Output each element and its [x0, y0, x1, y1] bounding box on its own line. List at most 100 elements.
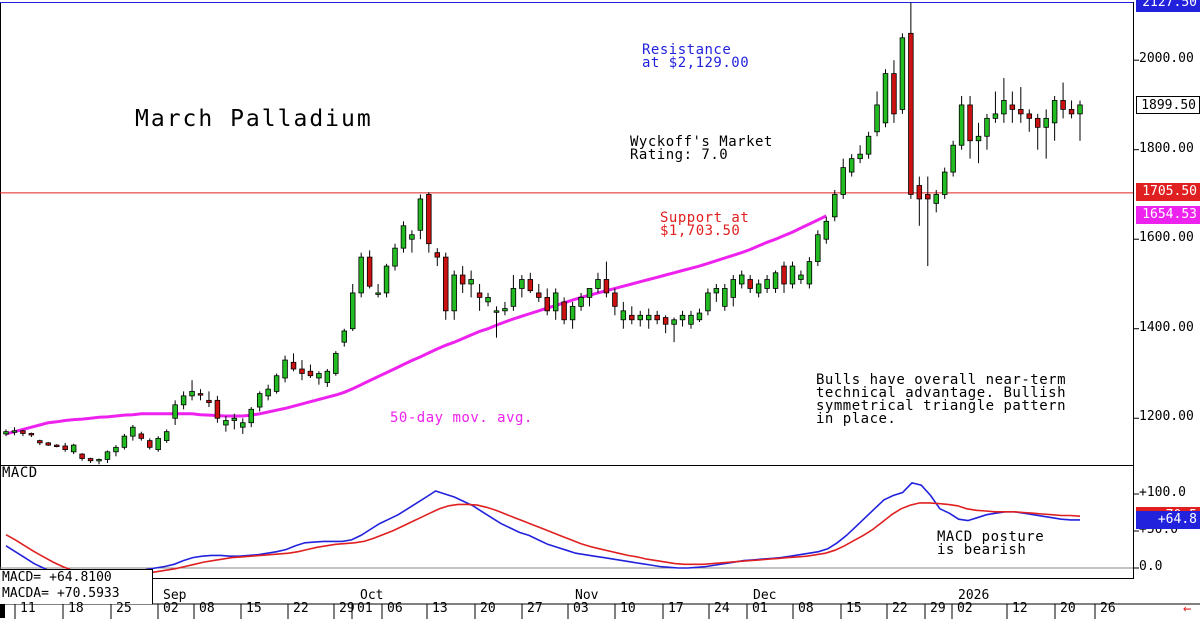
candle-body — [358, 256, 364, 294]
candle-body — [197, 393, 204, 396]
macd-panel-frame — [0, 465, 1134, 579]
candle-body — [941, 171, 948, 195]
price-tag: 1705.50 — [1136, 182, 1200, 201]
candle-body — [138, 433, 145, 439]
candle-body — [527, 279, 534, 292]
candle-body — [772, 272, 779, 289]
candle-body — [696, 312, 703, 321]
candle-body — [730, 279, 737, 298]
candle-body — [586, 288, 593, 298]
candle-body — [781, 265, 787, 285]
candle-body — [1026, 113, 1032, 119]
candle-body — [662, 317, 669, 325]
scroll-right-arrow-icon[interactable]: ← — [1183, 601, 1192, 617]
candle-body — [840, 167, 846, 195]
date-label: 01 — [357, 601, 373, 616]
price-tick-label: 1200.00 — [1139, 409, 1194, 425]
candle-body — [265, 388, 271, 397]
date-label: 06 — [387, 601, 403, 616]
date-label: 11 — [20, 601, 36, 616]
date-label: 01 — [752, 601, 768, 616]
price-tag: 2127.50 — [1136, 0, 1200, 13]
macd-readout-value: +64.8100 — [49, 570, 112, 585]
macda-readout-value: +70.5933 — [56, 586, 120, 601]
candle-body — [908, 32, 914, 195]
macd-tick-label: +100.0 — [1139, 485, 1186, 500]
date-label: 29 — [930, 601, 946, 616]
candle-body — [789, 265, 796, 285]
date-label: 03 — [573, 601, 589, 616]
candle-body — [349, 292, 356, 330]
candle-body — [891, 73, 897, 115]
candle-body — [569, 305, 576, 321]
candle-body — [316, 373, 322, 379]
date-label: 25 — [116, 601, 132, 616]
candle-body — [1077, 104, 1083, 115]
candle-body — [223, 420, 229, 426]
candle-body — [45, 442, 52, 446]
candle-body — [967, 104, 973, 142]
date-label: 08 — [199, 601, 215, 616]
price-tick-label: 2000.00 — [1139, 51, 1194, 67]
date-label: 02 — [957, 601, 973, 616]
candle-body — [172, 404, 178, 419]
candle-body — [206, 399, 212, 403]
date-label: 08 — [798, 601, 814, 616]
candle-body — [493, 310, 500, 313]
date-label: 02 — [163, 601, 179, 616]
macd-readout-label: MACD= — [2, 570, 42, 585]
candle-body — [240, 422, 246, 428]
date-label: 17 — [668, 601, 684, 616]
candle-body — [755, 283, 762, 294]
candle-body — [324, 370, 331, 383]
candle-body — [654, 314, 660, 321]
candle-body — [214, 399, 221, 419]
candle-body — [671, 319, 677, 325]
candle-body — [417, 198, 424, 231]
candle-body — [62, 445, 68, 450]
date-label: 29 — [339, 601, 355, 616]
candle-body — [20, 430, 26, 434]
candle-body — [933, 194, 939, 204]
candle-body — [722, 288, 728, 307]
candle-body — [299, 368, 305, 374]
candle-body — [1051, 100, 1058, 124]
candle-body — [273, 375, 280, 392]
candle-body — [451, 274, 457, 312]
candle-body — [916, 185, 923, 200]
candle-body — [502, 308, 508, 312]
candle-body — [231, 417, 238, 421]
candle-body — [705, 292, 711, 312]
candle-body — [950, 144, 956, 173]
candle-body — [865, 135, 872, 155]
candle-body — [11, 430, 18, 433]
candle-body — [620, 310, 627, 321]
candle-body — [147, 440, 153, 448]
candle-body — [561, 301, 567, 321]
candle-body — [747, 279, 753, 289]
month-label: 2026 — [958, 588, 990, 603]
candle-body — [485, 296, 491, 303]
candle-body — [392, 247, 398, 267]
date-label: 20 — [480, 601, 496, 616]
candle-body — [121, 435, 128, 448]
month-label: Dec — [753, 588, 777, 603]
candle-body — [874, 104, 880, 133]
price-tick-label: 1400.00 — [1139, 319, 1194, 335]
candle-body — [443, 256, 449, 312]
candle-body — [882, 73, 889, 124]
candle-body — [383, 265, 390, 294]
candle-body — [468, 279, 474, 285]
candle-body — [637, 314, 643, 321]
candle-body — [815, 234, 821, 262]
candle-body — [823, 220, 830, 240]
candle-body — [975, 135, 982, 142]
month-label: Nov — [575, 588, 599, 603]
candle-body — [899, 37, 906, 110]
candle-body — [426, 194, 432, 245]
candle-body — [552, 292, 559, 312]
price-tick-label: 1600.00 — [1139, 230, 1194, 246]
scroll-left-marker[interactable] — [0, 604, 5, 618]
date-label: 10 — [620, 601, 636, 616]
